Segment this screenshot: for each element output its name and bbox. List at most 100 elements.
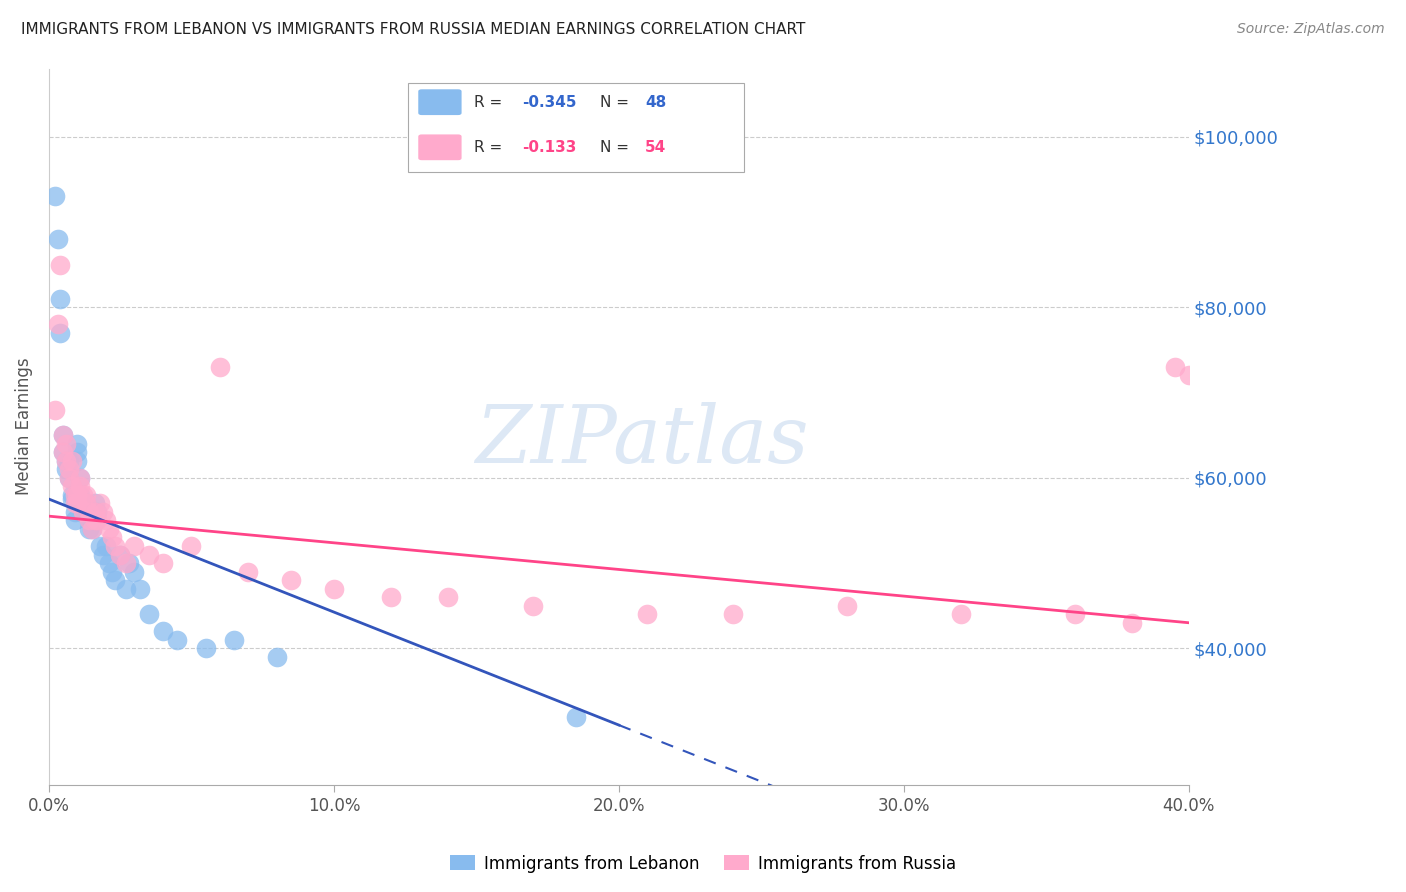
Point: [280, 573, 302, 587]
Point: [565, 709, 588, 723]
Point: [77, 513, 100, 527]
Point: [58, 462, 80, 476]
Point: [152, 556, 174, 570]
Point: [80, 505, 103, 519]
Point: [380, 590, 402, 604]
Point: [55, 454, 77, 468]
Point: [66, 445, 89, 459]
Point: [60, 479, 83, 493]
Point: [522, 599, 544, 613]
Point: [63, 513, 86, 527]
Point: [69, 471, 91, 485]
Point: [91, 505, 114, 519]
Point: [636, 607, 658, 622]
Point: [89, 496, 111, 510]
Point: [58, 471, 80, 485]
Point: [52, 445, 75, 459]
Point: [60, 488, 83, 502]
Point: [75, 488, 97, 502]
Point: [72, 496, 94, 510]
Point: [103, 573, 125, 587]
Point: [166, 632, 188, 647]
Point: [49, 258, 72, 272]
Legend: Immigrants from Lebanon, Immigrants from Russia: Immigrants from Lebanon, Immigrants from…: [444, 848, 962, 880]
FancyBboxPatch shape: [418, 89, 461, 115]
Point: [97, 556, 120, 570]
Point: [323, 582, 346, 596]
Point: [83, 496, 105, 510]
Point: [55, 454, 77, 468]
Point: [46, 232, 69, 246]
Point: [80, 522, 103, 536]
Point: [72, 488, 94, 502]
Point: [63, 496, 86, 510]
Text: -0.345: -0.345: [522, 95, 576, 110]
Point: [83, 513, 105, 527]
Point: [83, 505, 105, 519]
Point: [208, 359, 231, 374]
Point: [124, 565, 146, 579]
Point: [69, 488, 91, 502]
Point: [1063, 607, 1085, 622]
Point: [55, 436, 77, 450]
Point: [75, 505, 97, 519]
Point: [72, 505, 94, 519]
Point: [89, 539, 111, 553]
Text: N =: N =: [599, 95, 633, 110]
Point: [129, 582, 152, 596]
Point: [86, 513, 108, 527]
Point: [91, 548, 114, 562]
Point: [63, 505, 86, 519]
Point: [75, 496, 97, 510]
Point: [52, 428, 75, 442]
Point: [138, 607, 160, 622]
Point: [77, 522, 100, 536]
Point: [55, 462, 77, 476]
Point: [58, 471, 80, 485]
Y-axis label: Median Earnings: Median Earnings: [15, 358, 32, 495]
Point: [66, 436, 89, 450]
Point: [60, 454, 83, 468]
Text: 54: 54: [645, 140, 666, 155]
Text: -0.133: -0.133: [522, 140, 576, 155]
Text: R =: R =: [474, 95, 508, 110]
Point: [152, 624, 174, 639]
Text: R =: R =: [474, 140, 508, 155]
Point: [52, 445, 75, 459]
Point: [94, 513, 117, 527]
Point: [44, 189, 66, 203]
Point: [77, 513, 100, 527]
Point: [835, 599, 858, 613]
Point: [108, 548, 131, 562]
FancyBboxPatch shape: [418, 135, 461, 161]
Point: [266, 649, 288, 664]
Point: [69, 479, 91, 493]
Point: [46, 318, 69, 332]
Point: [138, 548, 160, 562]
Point: [115, 582, 138, 596]
Point: [66, 488, 89, 502]
Point: [66, 496, 89, 510]
Point: [118, 556, 141, 570]
Point: [80, 522, 103, 536]
Point: [124, 539, 146, 553]
Point: [103, 539, 125, 553]
Text: Source: ZipAtlas.com: Source: ZipAtlas.com: [1237, 22, 1385, 37]
Point: [949, 607, 972, 622]
Point: [72, 505, 94, 519]
Point: [58, 454, 80, 468]
Point: [69, 471, 91, 485]
Text: ZIPatlas: ZIPatlas: [475, 402, 808, 480]
Point: [180, 539, 202, 553]
Point: [238, 565, 260, 579]
Point: [60, 492, 83, 507]
Point: [63, 488, 86, 502]
Point: [86, 505, 108, 519]
Point: [52, 428, 75, 442]
Point: [97, 522, 120, 536]
Text: IMMIGRANTS FROM LEBANON VS IMMIGRANTS FROM RUSSIA MEDIAN EARNINGS CORRELATION CH: IMMIGRANTS FROM LEBANON VS IMMIGRANTS FR…: [21, 22, 806, 37]
Point: [100, 531, 122, 545]
Text: N =: N =: [599, 140, 633, 155]
Point: [437, 590, 460, 604]
Point: [1121, 615, 1143, 630]
